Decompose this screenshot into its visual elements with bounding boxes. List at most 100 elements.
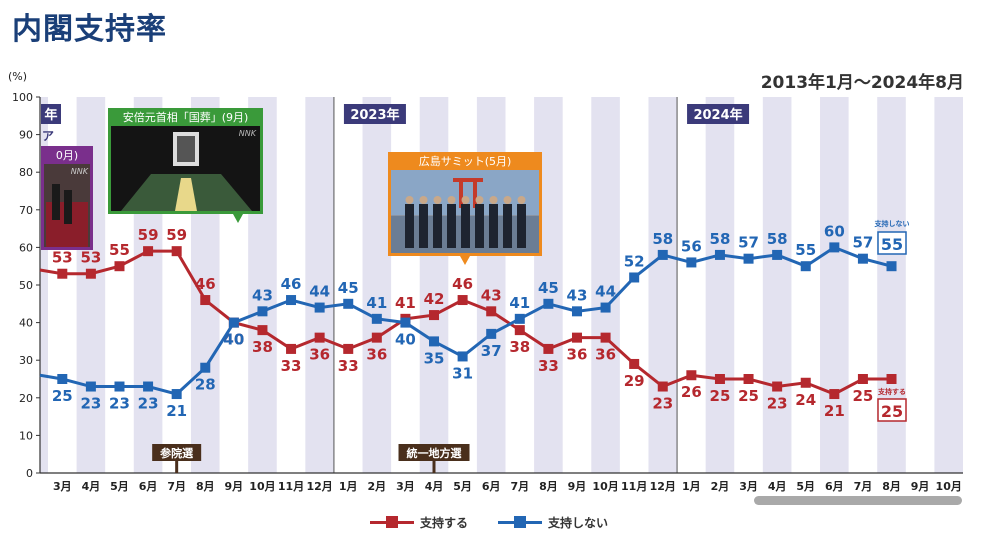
- date-range: 2013年1月〜2024年8月: [760, 73, 964, 93]
- data-point: [486, 306, 497, 317]
- data-point: [543, 298, 554, 309]
- torii-post: [473, 180, 477, 208]
- leader-figure: [475, 204, 484, 248]
- data-label: 31: [452, 364, 473, 382]
- x-tick-label: 3月: [739, 480, 758, 493]
- data-point: [800, 261, 811, 272]
- data-label: 60: [824, 222, 845, 240]
- year-tag: [41, 104, 61, 124]
- horizontal-scrollbar[interactable]: [754, 496, 962, 505]
- callout-summit-label: 広島サミット(5月): [419, 154, 512, 168]
- data-label: 40: [223, 331, 244, 349]
- data-point: [200, 362, 211, 373]
- end-label-caption: 支持しない: [874, 219, 910, 228]
- leader-head: [419, 196, 428, 204]
- data-point: [571, 332, 582, 343]
- nnk-watermark: NNK: [239, 129, 257, 138]
- data-label: 42: [424, 290, 445, 308]
- data-label: 33: [338, 357, 359, 375]
- y-tick-label: 90: [19, 129, 33, 142]
- data-label: 46: [281, 275, 302, 293]
- data-label: 41: [395, 294, 416, 312]
- year-tag: [687, 104, 750, 124]
- leader-figure: [433, 204, 442, 248]
- data-label: 41: [509, 294, 530, 312]
- data-point: [343, 298, 354, 309]
- leader-head: [475, 196, 484, 204]
- x-tick-label: 12月: [306, 480, 332, 493]
- leader-head: [517, 196, 526, 204]
- legend-item-support: 支持する: [370, 514, 468, 531]
- x-tick-label: 7月: [854, 480, 873, 493]
- leader-head: [461, 196, 470, 204]
- callout-funeral-pointer: [233, 214, 243, 223]
- data-label: 38: [252, 338, 273, 356]
- data-label: 53: [80, 249, 101, 267]
- data-point: [600, 302, 611, 313]
- data-label: 23: [767, 395, 788, 413]
- data-point: [314, 302, 325, 313]
- x-tick-label: 4月: [768, 480, 787, 493]
- data-label: 59: [166, 226, 187, 244]
- data-label: 37: [481, 342, 502, 360]
- data-point: [171, 246, 182, 257]
- data-label: 46: [195, 275, 216, 293]
- data-point: [85, 381, 96, 392]
- data-point: [657, 249, 668, 260]
- x-tick-label: 9月: [568, 480, 587, 493]
- data-label: 53: [52, 249, 73, 267]
- data-point: [343, 343, 354, 354]
- data-label: 21: [166, 402, 187, 420]
- data-point: [657, 381, 668, 392]
- x-tick-label: 7月: [510, 480, 529, 493]
- center-aisle: [175, 178, 197, 211]
- x-tick-label: 6月: [825, 480, 844, 493]
- leader-figure: [405, 204, 414, 248]
- data-label: 45: [338, 279, 359, 297]
- year-tag: [343, 104, 406, 124]
- data-point: [629, 272, 640, 283]
- end-value: 55: [881, 235, 903, 254]
- data-point: [571, 306, 582, 317]
- x-tick-label: 2月: [711, 480, 730, 493]
- data-label: 43: [481, 286, 502, 304]
- data-point: [429, 336, 440, 347]
- data-label: 36: [309, 346, 330, 364]
- data-point: [171, 389, 182, 400]
- leader-figure: [461, 204, 470, 248]
- data-point: [857, 374, 868, 384]
- data-point: [429, 310, 440, 321]
- leader-figure: [489, 204, 498, 248]
- data-label: 58: [767, 230, 788, 248]
- data-label: 25: [738, 387, 759, 405]
- x-tick-label: 3月: [53, 480, 72, 493]
- callout-funeral-label: 安倍元首相「国葬」(9月): [123, 110, 249, 124]
- data-point: [286, 295, 297, 306]
- event-tag-label: 参院選: [160, 446, 193, 460]
- x-tick-label: 10月: [592, 480, 618, 493]
- year-tag-label: 年: [44, 107, 57, 123]
- month-band: [648, 97, 678, 473]
- y-tick-label: 40: [19, 317, 33, 330]
- leader-head: [489, 196, 498, 204]
- page-title: 内閣支持率: [12, 12, 167, 47]
- data-point: [257, 325, 268, 336]
- torii-post: [459, 180, 463, 208]
- leader-head: [405, 196, 414, 204]
- x-tick-label: 3月: [396, 480, 415, 493]
- band-edge: [40, 97, 48, 473]
- y-axis-label: (%): [8, 70, 27, 83]
- data-label: 52: [624, 252, 645, 270]
- data-label: 57: [852, 234, 873, 252]
- data-label: 36: [366, 346, 387, 364]
- event-tag: [398, 444, 470, 461]
- portrait-inner: [177, 136, 195, 162]
- leader-head: [447, 196, 456, 204]
- x-tick-label: 5月: [796, 480, 815, 493]
- x-tick-label: 7月: [167, 480, 186, 493]
- y-tick-label: 50: [19, 279, 33, 292]
- data-point: [543, 343, 554, 354]
- month-band: [934, 97, 963, 473]
- y-tick-label: 80: [19, 166, 33, 179]
- data-label: 55: [109, 241, 130, 259]
